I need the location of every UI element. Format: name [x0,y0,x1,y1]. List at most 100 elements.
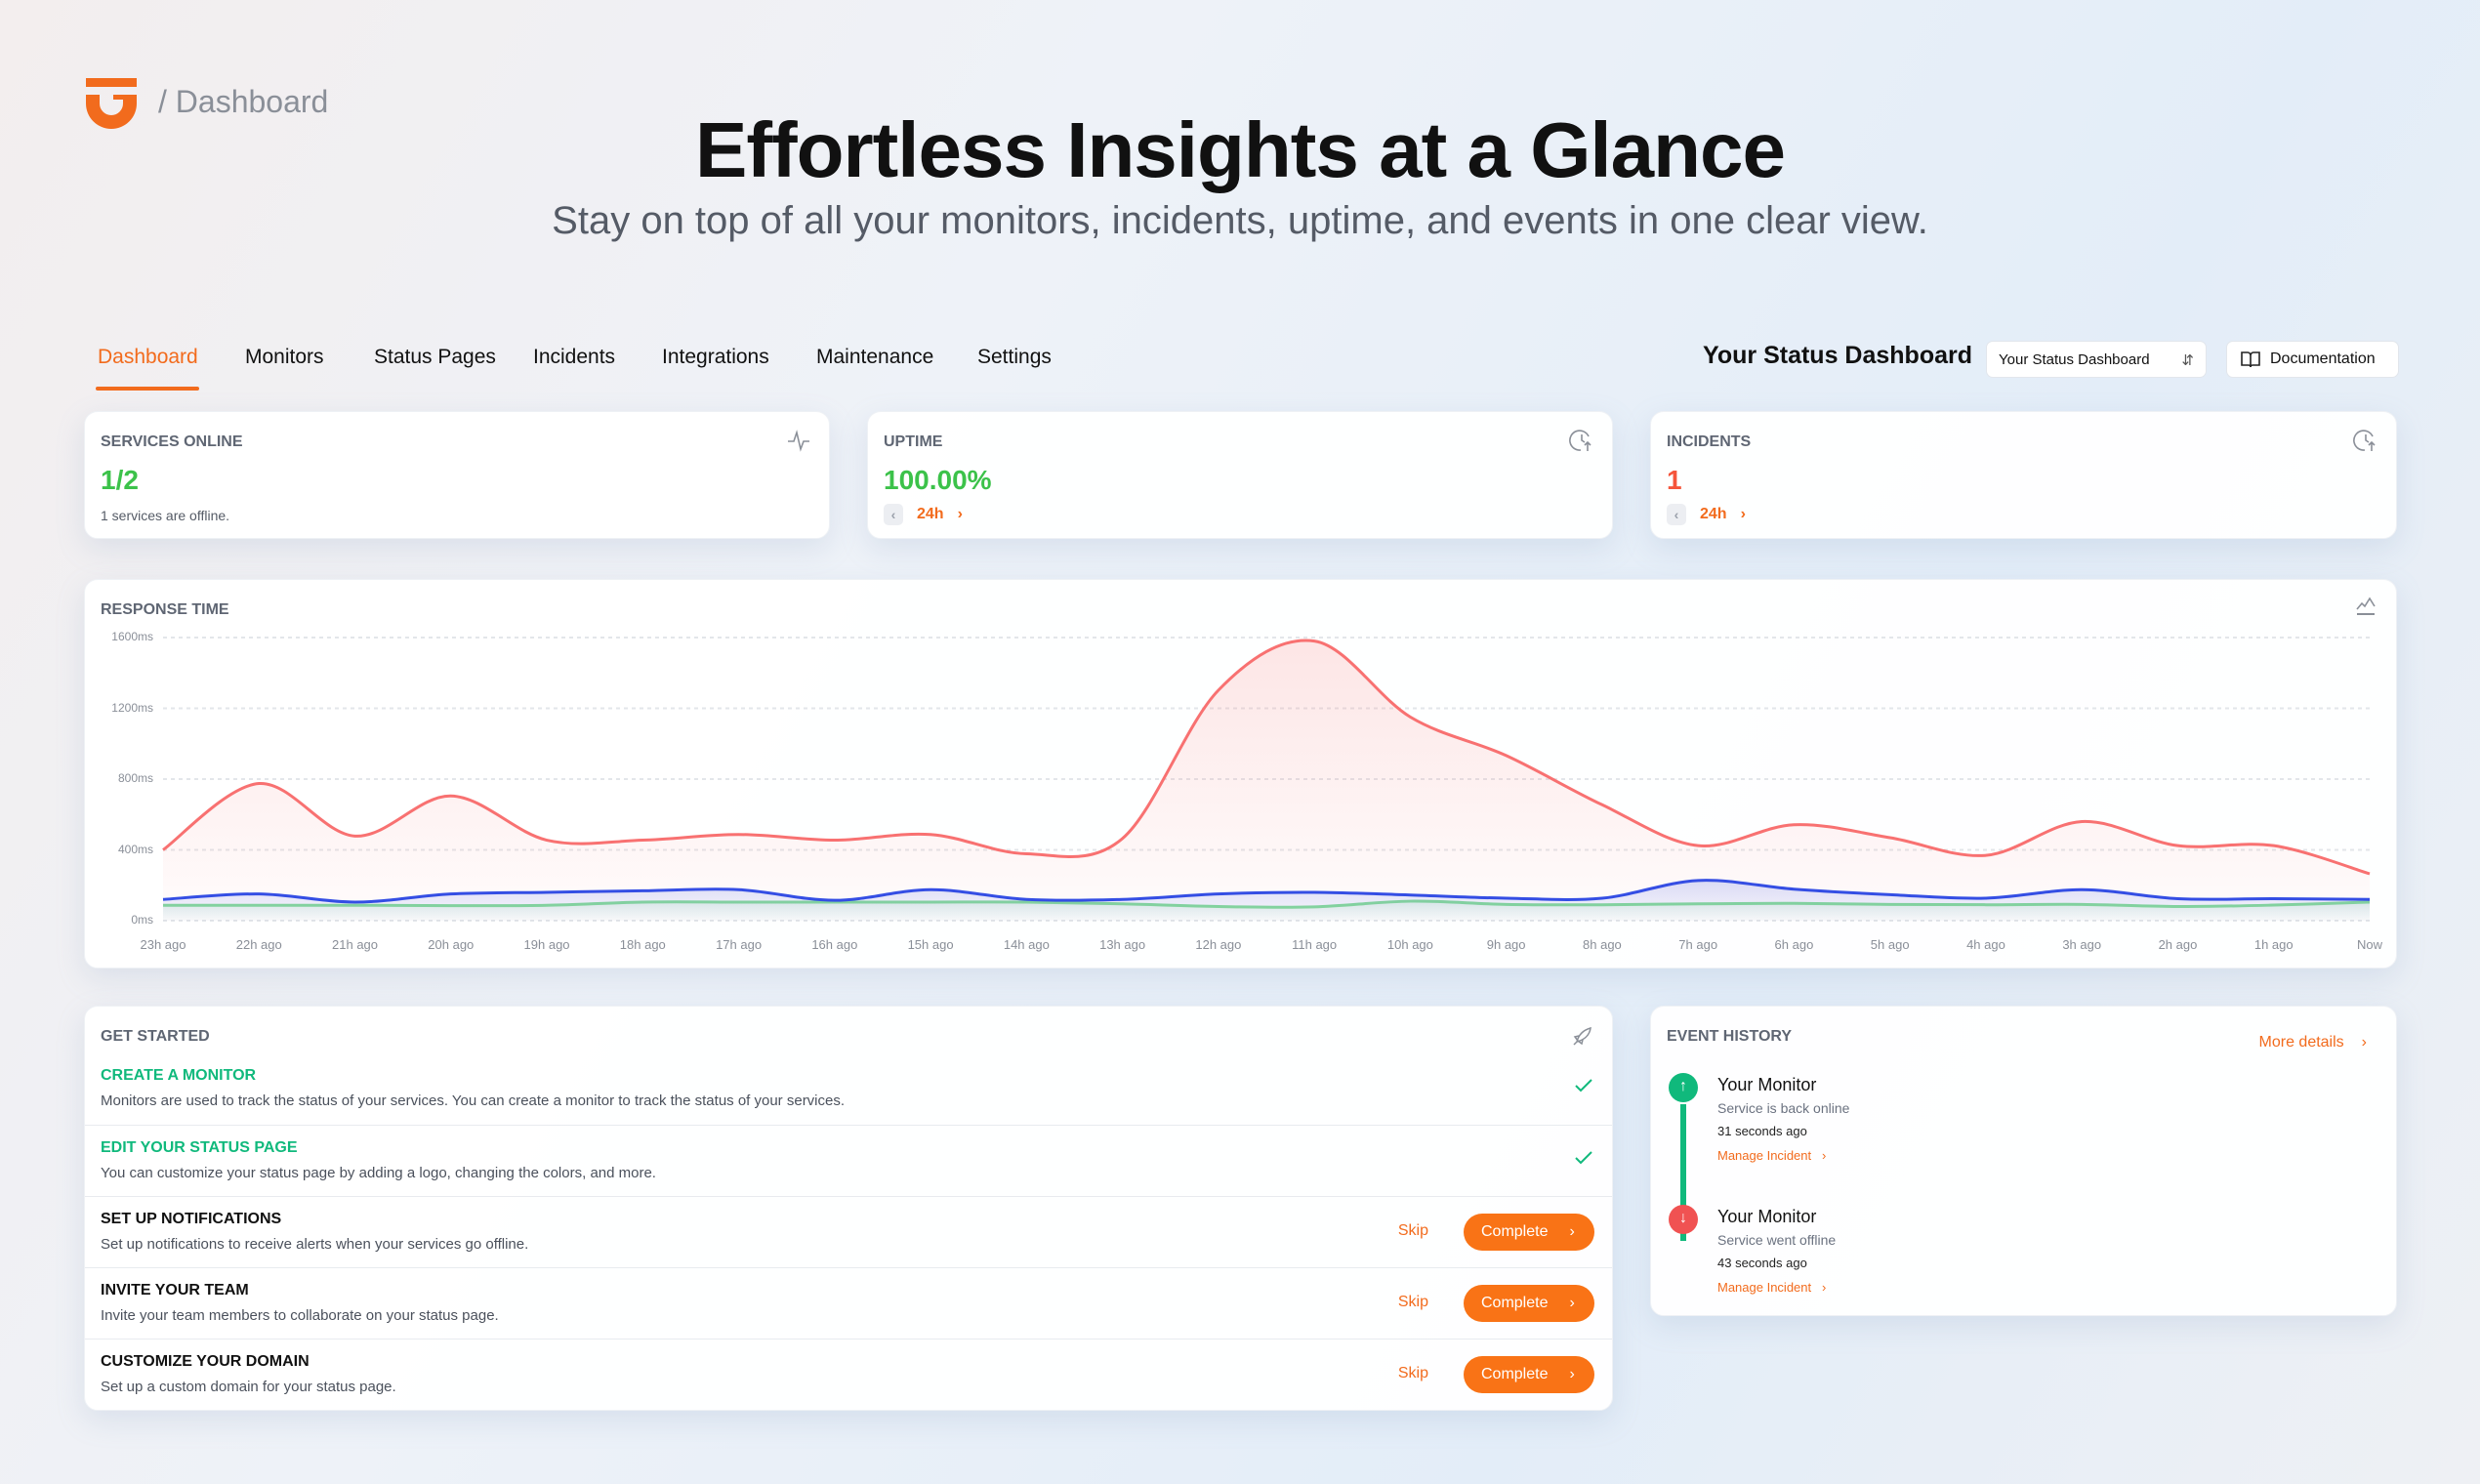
book-icon [2241,351,2260,368]
clock-up-icon [2353,430,2376,451]
documentation-button[interactable]: Documentation [2226,341,2399,378]
prev-range-button[interactable]: ‹ [1667,504,1686,525]
timeline-line [1680,1104,1686,1241]
tab-dashboard[interactable]: Dashboard [98,346,198,368]
skip-button[interactable]: Skip [1397,1365,1428,1381]
tab-integrations[interactable]: Integrations [662,346,769,368]
tab-status-pages[interactable]: Status Pages [374,346,496,368]
item-title: CUSTOMIZE YOUR DOMAIN [101,1353,310,1370]
event-time: 31 seconds ago [1717,1124,1807,1138]
item-title: INVITE YOUR TEAM [101,1282,249,1298]
event-time: 43 seconds ago [1717,1256,1807,1270]
incidents-range: 24h [1700,506,1727,522]
event-history-card: EVENT HISTORY More details › ↑ Your Monit… [1650,1006,2397,1316]
tab-maintenance[interactable]: Maintenance [816,346,934,368]
x-tick-label: 13h ago [1099,937,1146,952]
get-started-item: CUSTOMIZE YOUR DOMAIN Set up a custom do… [85,1339,1612,1410]
x-tick-label: 1h ago [2253,937,2294,952]
incidents-label: INCIDENTS [1667,433,1752,450]
arrow-down-icon: ↓ [1669,1205,1698,1234]
series-line [162,639,2371,876]
x-tick-label: 5h ago [1870,937,1910,952]
uptime-card: UPTIME 100.00% ‹ 24h › [867,411,1613,539]
y-tick-label: 0ms [131,913,153,927]
incidents-value: 1 [1667,465,1682,495]
chevron-right-icon: › [1569,1295,1575,1311]
logo[interactable] [86,78,137,129]
services-online-value: 1/2 [101,465,139,495]
breadcrumb: / Dashboard [158,84,329,119]
tab-monitors[interactable]: Monitors [245,346,324,368]
manage-incident-link[interactable]: Manage Incident › [1717,1280,1827,1295]
page-title: Effortless Insights at a Glance [695,106,1786,193]
tab-settings[interactable]: Settings [977,346,1052,368]
x-tick-label: 19h ago [523,937,570,952]
get-started-item: SET UP NOTIFICATIONS Set up notification… [85,1196,1612,1267]
services-offline-note: 1 services are offline. [101,508,230,523]
get-started-card: GET STARTED CREATE A MONITOR Monitors ar… [84,1006,1613,1411]
manage-incident-link[interactable]: Manage Incident › [1717,1148,1827,1163]
response-time-chart [162,637,2371,922]
x-tick-label: 4h ago [1966,937,2005,952]
tab-incidents[interactable]: Incidents [533,346,616,368]
manage-incident-label: Manage Incident [1717,1280,1812,1295]
x-tick-label: 17h ago [716,937,763,952]
prev-range-button[interactable]: ‹ [884,504,903,525]
item-description: Invite your team members to collaborate … [101,1307,499,1324]
x-tick-label: 8h ago [1583,937,1622,952]
event-title: Your Monitor [1717,1075,1817,1094]
chevron-right-icon: › [1569,1223,1575,1240]
x-tick-label: 15h ago [907,937,954,952]
rocket-icon [1573,1026,1591,1046]
complete-label: Complete [1481,1295,1549,1311]
response-time-card: RESPONSE TIME 0ms 400ms 800ms 1200ms 1600ms … [84,579,2397,969]
x-tick-label: 10h ago [1386,937,1433,952]
event-title: Your Monitor [1717,1207,1817,1226]
active-tab-indicator [96,387,199,391]
documentation-label: Documentation [2270,350,2376,367]
clock-up-icon [1569,430,1591,451]
next-range-button[interactable]: › [957,506,963,522]
uptime-value: 100.00% [884,465,992,495]
y-tick-label: 1200ms [111,700,153,715]
complete-label: Complete [1481,1366,1549,1382]
item-title: SET UP NOTIFICATIONS [101,1211,282,1227]
complete-button[interactable]: Complete › [1464,1214,1594,1251]
event-status: Service is back online [1717,1100,1850,1116]
uptime-range-pager: ‹ 24h › [884,504,963,525]
x-tick-label: 23h ago [140,937,186,952]
skip-button[interactable]: Skip [1397,1222,1428,1239]
item-description: Monitors are used to track the status of… [101,1092,846,1109]
dashboard-select[interactable]: Your Status Dashboard ⇵ [1986,341,2207,378]
skip-button[interactable]: Skip [1397,1294,1428,1310]
page-subtitle: Stay on top of all your monitors, incide… [552,199,1928,242]
get-started-item: EDIT YOUR STATUS PAGE You can customize … [85,1125,1612,1196]
item-title: EDIT YOUR STATUS PAGE [101,1139,298,1156]
arrow-up-icon: ↑ [1669,1073,1698,1102]
complete-button[interactable]: Complete › [1464,1356,1594,1393]
x-tick-label: 16h ago [811,937,858,952]
x-tick-label: 20h ago [428,937,475,952]
uptime-range: 24h [917,506,944,522]
next-range-button[interactable]: › [1740,506,1746,522]
manage-incident-label: Manage Incident [1717,1148,1812,1163]
chevron-right-icon: › [1569,1366,1575,1382]
item-title: CREATE A MONITOR [101,1067,257,1084]
line-chart-icon [2356,597,2376,615]
complete-button[interactable]: Complete › [1464,1285,1594,1322]
check-icon [1575,1151,1592,1165]
get-started-item: CREATE A MONITOR Monitors are used to tr… [85,1053,1612,1125]
event-status: Service went offline [1717,1232,1837,1248]
check-icon [1575,1079,1592,1092]
more-details-link[interactable]: More details › [2259,1034,2367,1051]
incidents-range-pager: ‹ 24h › [1667,504,1746,525]
chevron-right-icon: › [2361,1034,2367,1051]
x-tick-label: 12h ago [1195,937,1242,952]
y-tick-label: 800ms [117,771,153,785]
item-description: Set up notifications to receive alerts w… [101,1236,529,1253]
x-tick-label: 7h ago [1678,937,1718,952]
x-tick-label: 2h ago [2158,937,2198,952]
series-area [163,640,2370,921]
activity-icon [788,430,809,452]
services-online-label: SERVICES ONLINE [101,433,243,450]
